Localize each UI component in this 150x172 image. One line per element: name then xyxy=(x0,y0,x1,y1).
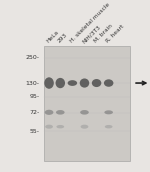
Ellipse shape xyxy=(44,77,54,89)
Ellipse shape xyxy=(56,110,65,115)
Ellipse shape xyxy=(81,125,88,129)
Bar xyxy=(44,46,130,161)
Ellipse shape xyxy=(104,79,113,87)
Text: R. heart: R. heart xyxy=(105,24,125,44)
Text: 250-: 250- xyxy=(26,55,40,60)
Ellipse shape xyxy=(80,110,89,115)
Text: M. brain: M. brain xyxy=(93,24,113,44)
Text: HeLa: HeLa xyxy=(46,30,60,44)
Text: NIH/3T3: NIH/3T3 xyxy=(81,24,101,44)
Ellipse shape xyxy=(104,110,113,114)
Ellipse shape xyxy=(80,78,89,88)
Text: 95-: 95- xyxy=(29,94,40,99)
Ellipse shape xyxy=(45,110,53,115)
Ellipse shape xyxy=(45,125,53,129)
Ellipse shape xyxy=(68,80,77,86)
Text: 293: 293 xyxy=(57,33,68,44)
Ellipse shape xyxy=(56,78,65,88)
Text: H. skeletal muscle: H. skeletal muscle xyxy=(69,2,111,44)
Ellipse shape xyxy=(92,79,101,87)
Ellipse shape xyxy=(56,125,64,128)
Text: 55-: 55- xyxy=(30,129,40,134)
Text: 72-: 72- xyxy=(29,110,40,115)
Text: 130-: 130- xyxy=(26,80,40,85)
Ellipse shape xyxy=(105,125,112,128)
